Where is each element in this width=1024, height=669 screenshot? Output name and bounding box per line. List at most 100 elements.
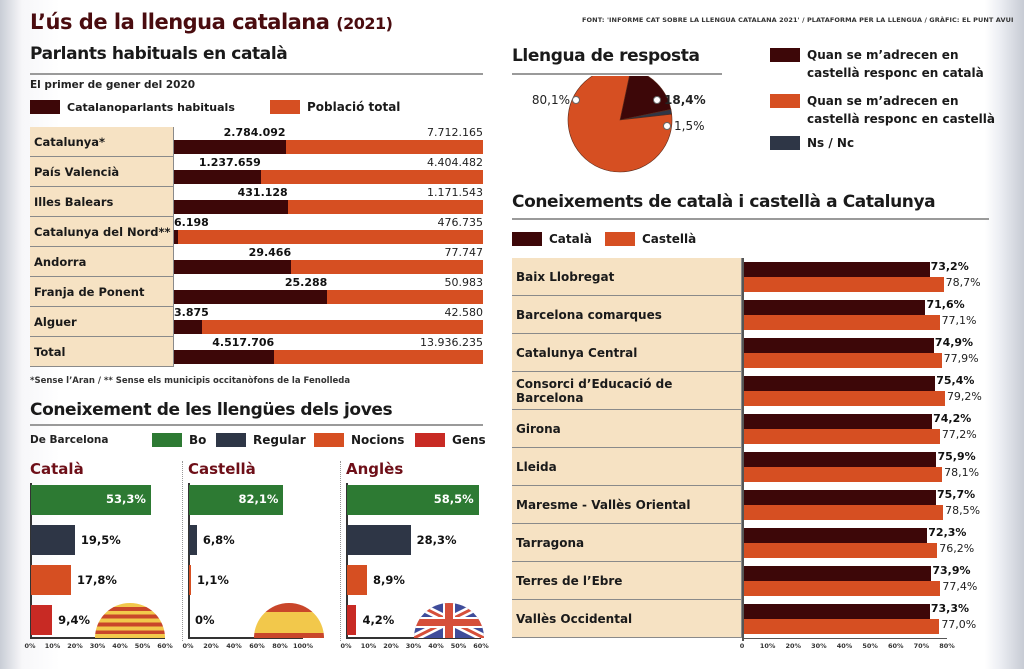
axis-tick-label: 60% [473,642,489,650]
catalan-flag-icon [95,603,165,638]
value-castella: 77,9% [943,352,979,365]
value-catala: 74,2% [933,412,972,425]
bar-poblacio [174,230,483,244]
bar-regular [31,525,75,555]
axis-tick-label: 0 [739,642,745,650]
value-poblacio: 50.983 [444,276,484,289]
value-catalanoparlants: 29.466 [248,246,292,259]
value-castella: 77,1% [941,314,977,327]
axis-tick-label: 50% [862,642,878,650]
axis-tick-label: 100% [292,642,314,650]
legend-label: Nocions [351,433,405,447]
main-title-text: L’ús de la llengua catalana [30,10,330,34]
axis-tick-label: 60% [157,642,173,650]
bar-catala [742,566,932,581]
row-label: Vallès Occidental [512,600,742,638]
pie-label: 18,4% [664,93,706,107]
pie-label-marker [653,96,661,104]
value-castella: 77,4% [942,580,978,593]
legend-swatch-dark [512,232,542,246]
legend-swatch-dark [770,48,800,62]
legend-label: Quan se m’adrecen en castellà responc en… [807,48,984,80]
axis-tick-label: 60% [249,642,265,650]
row-label: Catalunya Central [512,334,742,372]
value-castella: 78,5% [945,504,981,517]
row-label: Baix Llobregat [512,258,742,296]
axis-tick-label: 10% [44,642,61,650]
value-catalanoparlants: 6.198 [174,216,209,229]
bar-catalanoparlants [174,350,275,364]
axis-tick-label: 70% [913,642,930,650]
bar-castella [742,315,940,330]
row-label: Girona [512,410,742,448]
value-poblacio: 13.936.235 [420,336,483,349]
coneixements-rule [512,218,989,220]
value-catalanoparlants: 1.237.659 [198,156,261,169]
value-catala: 75,9% [937,450,976,463]
axis-tick-label: 0% [182,642,194,650]
bar-catalanoparlants [174,140,286,154]
legend-label: Població total [307,100,401,114]
axis-tick-label: 30% [89,642,106,650]
pie-label-marker [572,96,580,104]
axis-tick-label: 40% [836,642,853,650]
value-label: 58,5% [433,492,474,506]
bar-catala [742,262,930,277]
pie-label: 80,1% [532,93,570,107]
value-castella: 78,1% [944,466,980,479]
bar-bo [31,485,151,515]
legend-bo: Bo [152,433,206,447]
axis-tick-label: 10% [759,642,776,650]
bar-nocions [31,565,72,595]
language-title: Castellà [188,460,256,478]
bar-castella [742,277,944,292]
axis-tick-label: 10% [360,642,377,650]
axis-tick-label: 50% [134,642,151,650]
resposta-title: Llengua de resposta [512,46,700,66]
axis-tick-label: 20% [203,642,219,650]
value-poblacio: 77.747 [444,246,484,259]
axis-tick-label: 20% [67,642,83,650]
parlants-rule [30,73,483,75]
pie-slice [567,76,673,173]
bar-catala [742,338,934,353]
value-castella: 77,0% [941,618,977,631]
panel-divider [340,461,341,641]
bar-castella [742,581,941,596]
value-catala: 75,7% [936,488,976,501]
bar-regular [347,525,411,555]
bar-catala [742,300,926,315]
legend-responc-castella: Quan se m’adrecen en castellà responc en… [770,92,997,128]
value-poblacio: 42.580 [444,306,484,319]
value-castella: 77,2% [941,428,977,441]
value-castella: 76,2% [939,542,975,555]
pie-label-marker [663,122,671,130]
bar-nocions [347,565,368,595]
bar-gens [31,605,53,635]
bar-gens [347,605,357,635]
y-axis [30,483,32,638]
bar-catalanoparlants [174,230,179,244]
row-label: Terres de l’Ebre [512,562,742,600]
x-axis [742,638,947,639]
language-title: Anglès [346,460,404,478]
value-castella: 79,2% [946,390,982,403]
axis-tick-label: 0% [340,642,352,650]
value-catala: 71,6% [926,298,965,311]
axis-tick-label: 30% [811,642,827,650]
x-axis [346,637,481,639]
legend-swatch-dark [30,100,60,114]
value-catalanoparlants: 25.288 [284,276,328,289]
legend-swatch-orange [314,433,344,447]
value-poblacio: 476.735 [437,216,484,229]
row-label: Illes Balears [30,187,174,217]
legend-label: Gens [452,433,486,447]
value-catalanoparlants: 2.784.092 [223,126,286,139]
parlants-chart: Catalunya* 2.784.092 7.712.165 País Valenci… [30,125,483,370]
legend-responc-catala: Quan se m’adrecen en castellà responc en… [770,46,987,82]
legend-catalanoparlants: Catalanoparlants habituals [30,100,235,114]
bar-castella [742,505,944,520]
bar-castella [742,391,945,406]
legend-castella: Castellà [605,232,696,246]
axis-tick-label: 40% [112,642,128,650]
